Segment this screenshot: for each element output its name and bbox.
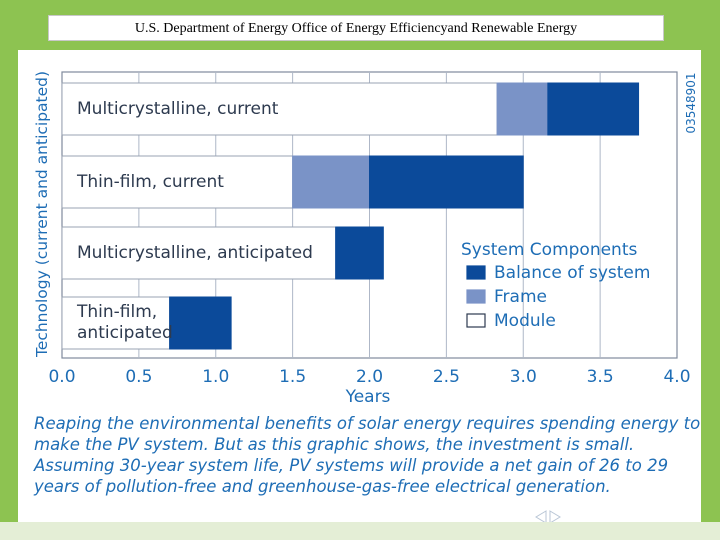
- prev-next-arrows-icon[interactable]: [533, 509, 563, 525]
- x-tick-label: 3.0: [510, 367, 537, 387]
- x-tick-label: 0.5: [125, 367, 152, 387]
- legend-swatch: [466, 265, 486, 280]
- bar-segment: [292, 155, 370, 209]
- x-axis-label: Years: [345, 387, 391, 407]
- bar-segment: [61, 226, 337, 280]
- x-tick-label: 3.5: [587, 367, 614, 387]
- legend-label: Balance of system: [494, 263, 650, 283]
- bar-segment: [335, 226, 384, 280]
- x-tick-label: 1.5: [279, 367, 306, 387]
- x-tick-label: 4.0: [663, 367, 690, 387]
- figure-caption: Reaping the environmental benefits of so…: [34, 414, 701, 496]
- legend-title: System Components: [461, 240, 637, 260]
- x-tick-label: 1.0: [202, 367, 229, 387]
- bar-segment: [547, 82, 640, 136]
- bar-segment: [496, 82, 549, 136]
- x-tick-label: 2.0: [356, 367, 383, 387]
- bar-segment: [169, 296, 232, 350]
- slide-title: U.S. Department of Energy Office of Ener…: [48, 15, 664, 41]
- y-axis-label: Technology (current and anticipated): [33, 71, 51, 358]
- legend-label: Module: [494, 311, 556, 331]
- category-label: Thin-film, current: [76, 172, 224, 192]
- bar-segment: [61, 155, 294, 209]
- bar-segment: [61, 82, 498, 136]
- category-label: Thin-film, anticipated: [76, 302, 173, 343]
- legend-swatch: [466, 289, 486, 304]
- category-label: Multicrystalline, current: [77, 99, 279, 119]
- figure-id: 03548901: [684, 72, 698, 133]
- bar-segment: [369, 155, 524, 209]
- category-label: Multicrystalline, anticipated: [77, 243, 313, 263]
- x-tick-label: 2.5: [433, 367, 460, 387]
- bottom-strip: [0, 522, 720, 540]
- bar-segment: [61, 296, 171, 350]
- legend-swatch: [466, 313, 486, 328]
- legend-label: Frame: [494, 287, 547, 307]
- x-tick-label: 0.0: [48, 367, 75, 387]
